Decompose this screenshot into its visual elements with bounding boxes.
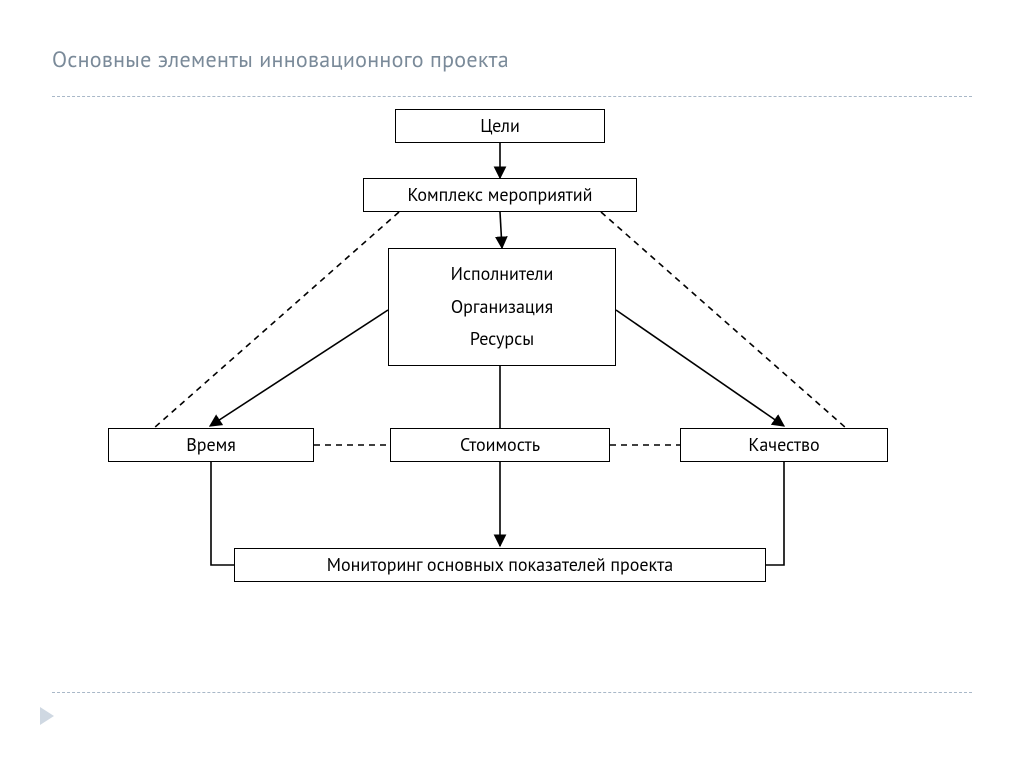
corner-triangle-icon: [40, 707, 54, 725]
node-time: Время: [108, 428, 314, 462]
edge-performers-time: [210, 310, 388, 426]
node-label-cost: Стоимость: [460, 429, 540, 461]
node-quality: Качество: [680, 428, 888, 462]
node-monitoring: Мониторинг основных показателей проекта: [234, 548, 766, 582]
edge-complex-performers: [500, 212, 502, 248]
divider-bottom: [52, 692, 972, 693]
page-title: Основные элементы инновационного проекта: [52, 46, 509, 74]
node-label-performers: ИсполнителиОрганизацияРесурсы: [451, 258, 554, 355]
edge-complex-time: [154, 212, 399, 428]
node-cost: Стоимость: [390, 428, 610, 462]
slide: Основные элементы инновационного проекта…: [0, 0, 1024, 767]
divider-top: [52, 96, 972, 97]
node-label-goals: Цели: [480, 110, 520, 142]
edge-performers-quality: [616, 310, 784, 426]
node-label-time: Время: [186, 429, 236, 461]
node-goals: Цели: [395, 109, 605, 143]
edge-complex-quality: [601, 212, 846, 428]
node-label-complex: Комплекс мероприятий: [408, 179, 593, 211]
node-label-monitoring: Мониторинг основных показателей проекта: [327, 549, 673, 581]
node-performers: ИсполнителиОрганизацияРесурсы: [388, 248, 616, 366]
edge-time-monitoring: [211, 462, 234, 565]
node-complex: Комплекс мероприятий: [363, 178, 637, 212]
node-label-quality: Качество: [748, 429, 819, 461]
edge-quality-monitoring: [766, 462, 784, 565]
